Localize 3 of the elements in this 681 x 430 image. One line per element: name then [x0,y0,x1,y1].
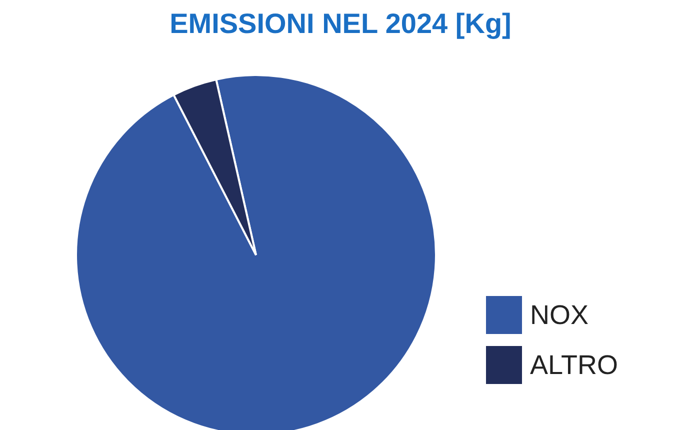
legend-label: NOX [530,300,589,330]
chart-title: EMISSIONI NEL 2024 [Kg] [168,8,512,40]
legend-label: ALTRO [530,350,618,380]
